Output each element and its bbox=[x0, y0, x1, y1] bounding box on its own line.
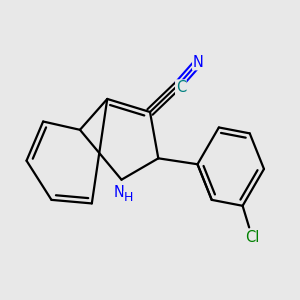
Text: Cl: Cl bbox=[245, 230, 260, 245]
Text: H: H bbox=[124, 191, 133, 205]
Text: C: C bbox=[176, 80, 186, 95]
Text: N: N bbox=[193, 55, 204, 70]
Text: N: N bbox=[114, 185, 124, 200]
